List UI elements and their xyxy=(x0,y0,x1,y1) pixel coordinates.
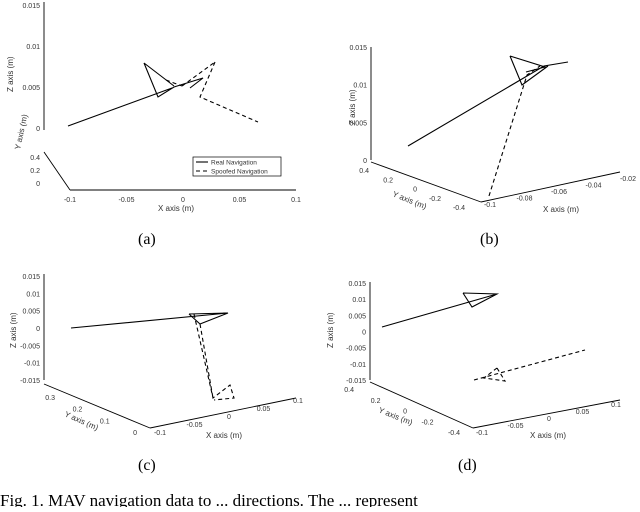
z-tick-label: 0 xyxy=(363,158,367,165)
panel-label-a: (a) xyxy=(138,231,156,248)
x-tick-label: -0.02 xyxy=(620,176,636,183)
series-spoofed-navigation xyxy=(165,61,259,123)
x-axis-label: X axis (m) xyxy=(206,431,242,440)
z-tick-label: -0.01 xyxy=(24,361,40,368)
y-tick-label: 0.1 xyxy=(100,418,110,425)
y-tick-label: 0.3 xyxy=(45,395,55,402)
z-tick-label: 0.015 xyxy=(22,274,40,281)
y-axis-line xyxy=(43,383,151,429)
x-tick-label: 0.05 xyxy=(233,197,247,204)
x-tick-label: 0 xyxy=(181,197,185,204)
panel-c: -0.015 -0.01 -0.005 0 0.005 0.01 0.015 0 0.1 0.2… xyxy=(9,274,303,474)
y-tick-label: 0 xyxy=(403,409,407,416)
series-real-navigation xyxy=(407,55,569,147)
x-tick-label: -0.1 xyxy=(64,197,76,204)
legend-entry-spoofed: Spoofed Navigation xyxy=(211,169,268,176)
y-axis-label: Y axis (m) xyxy=(13,113,29,150)
panel-b: 0 0.005 0.01 0.015 -0.4 -0.2 0 0.2 0.4 -0.1 -0.0… xyxy=(348,45,636,248)
series-spoofed-navigation xyxy=(488,65,541,197)
y-tick-label: 0 xyxy=(413,187,417,194)
y-tick-label: 0.4 xyxy=(30,155,40,162)
panel-label-b: (b) xyxy=(480,231,499,248)
y-tick-label: 0.4 xyxy=(344,387,354,394)
series-spoofed-navigation xyxy=(473,349,586,382)
x-tick-label: -0.04 xyxy=(586,183,602,190)
panel-d: -0.015 -0.01 -0.005 0 0.005 0.01 0.015 -0.4 -0.… xyxy=(326,281,621,474)
y-axis-line xyxy=(370,161,482,203)
x-tick-label: -0.1 xyxy=(484,202,496,209)
x-axis-line xyxy=(480,171,621,203)
series-spoofed-navigation xyxy=(193,313,235,401)
x-tick-label: -0.06 xyxy=(551,189,567,196)
x-axis-label: X axis (m) xyxy=(158,204,194,213)
z-axis-label: Z axis (m) xyxy=(326,312,335,348)
x-tick-label: -0.1 xyxy=(476,430,488,437)
figure-caption: Fig. 1. MAV navigation data to ... direc… xyxy=(0,491,418,507)
y-tick-label: 0 xyxy=(36,181,40,188)
x-tick-label: 0.1 xyxy=(293,398,303,405)
x-tick-label: 0.1 xyxy=(611,402,621,409)
z-tick-label: -0.01 xyxy=(350,362,366,369)
x-tick-label: -0.05 xyxy=(187,422,203,429)
x-tick-label: 0.05 xyxy=(576,409,590,416)
y-tick-label: 0.2 xyxy=(73,407,83,414)
x-tick-label: -0.1 xyxy=(154,430,166,437)
z-tick-label: 0.005 xyxy=(348,313,366,320)
z-tick-label: 0.015 xyxy=(22,3,40,10)
z-tick-label: 0.01 xyxy=(352,297,366,304)
series-real-navigation xyxy=(381,292,500,328)
series-real-navigation xyxy=(67,62,204,127)
z-axis-label: Z axis (m) xyxy=(6,56,15,92)
z-tick-label: -0.005 xyxy=(20,343,40,350)
z-tick-label: 0.01 xyxy=(26,44,40,51)
y-tick-label: 0.2 xyxy=(30,168,40,175)
y-tick-label: 0.2 xyxy=(371,398,381,405)
x-tick-label: 0.1 xyxy=(291,197,301,204)
x-tick-label: 0.05 xyxy=(257,406,271,413)
y-axis-label: Y axis (m) xyxy=(377,406,414,428)
panel-label-c: (c) xyxy=(138,457,156,474)
legend: Real Navigation Spoofed Navigation xyxy=(192,156,282,177)
z-axis-label: Z axis (m) xyxy=(348,89,357,125)
y-tick-label: -0.2 xyxy=(421,419,433,426)
panel-a: 0 0.005 0.01 0.015 0 0.2 0.4 -0.1 -0.05 0 0.05 0.… xyxy=(6,2,301,248)
x-axis-line xyxy=(149,397,297,429)
y-tick-label: -0.2 xyxy=(429,196,441,203)
z-tick-label: 0.01 xyxy=(353,83,367,90)
z-tick-label: -0.005 xyxy=(346,346,366,353)
panel-label-d: (d) xyxy=(458,457,477,474)
z-tick-label: 0.005 xyxy=(22,309,40,316)
x-tick-label: 0 xyxy=(227,414,231,421)
x-tick-label: -0.05 xyxy=(508,423,524,430)
z-tick-label: -0.015 xyxy=(346,378,366,385)
legend-entry-real: Real Navigation xyxy=(211,160,257,167)
z-tick-label: 0.015 xyxy=(348,281,366,288)
x-axis-line xyxy=(472,399,621,429)
x-tick-label: -0.08 xyxy=(517,196,533,203)
y-tick-label: -0.4 xyxy=(453,205,465,212)
x-axis-label: X axis (m) xyxy=(530,431,566,440)
z-tick-label: 0 xyxy=(36,126,40,133)
y-axis-label: Y axis (m) xyxy=(391,190,428,212)
y-tick-label: -0.4 xyxy=(448,430,460,437)
y-tick-label: 0.4 xyxy=(359,168,369,175)
x-tick-label: 0 xyxy=(547,416,551,423)
z-tick-label: 0.01 xyxy=(26,291,40,298)
z-axis-label: Z axis (m) xyxy=(9,312,18,348)
z-tick-label: -0.015 xyxy=(20,378,40,385)
z-tick-label: 0 xyxy=(36,326,40,333)
z-tick-label: 0 xyxy=(362,330,366,337)
series-real-navigation xyxy=(70,312,229,329)
x-axis-label: X axis (m) xyxy=(543,205,579,214)
y-tick-label: 0 xyxy=(133,430,137,437)
x-tick-label: -0.05 xyxy=(119,197,135,204)
y-axis-line xyxy=(43,151,71,191)
y-axis-line xyxy=(369,381,474,429)
y-tick-label: 0.2 xyxy=(383,177,393,184)
z-tick-label: 0.015 xyxy=(349,45,367,52)
z-tick-label: 0.005 xyxy=(349,120,367,127)
z-tick-label: 0.005 xyxy=(22,85,40,92)
